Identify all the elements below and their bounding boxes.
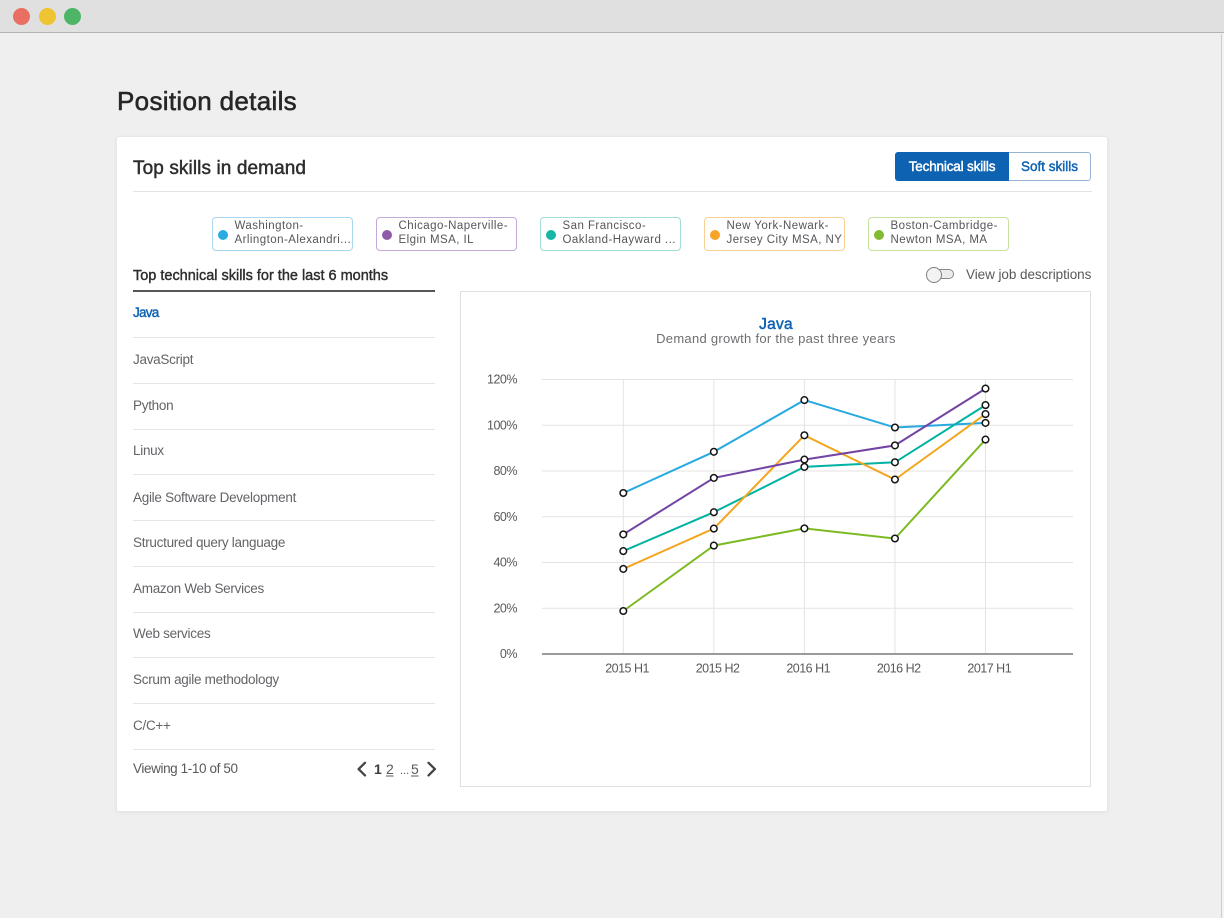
svg-text:0%: 0%: [500, 647, 517, 661]
svg-text:2017 H1: 2017 H1: [967, 662, 1011, 676]
svg-text:20%: 20%: [493, 601, 517, 615]
svg-text:100%: 100%: [487, 418, 517, 432]
svg-text:80%: 80%: [493, 464, 517, 478]
svg-text:2015 H2: 2015 H2: [696, 662, 740, 676]
svg-text:Demand growth for the past thr: Demand growth for the past three years: [656, 331, 896, 346]
svg-text:2016 H2: 2016 H2: [877, 662, 921, 676]
svg-text:60%: 60%: [493, 510, 517, 524]
svg-text:2: 2: [386, 761, 394, 777]
svg-text:5: 5: [411, 761, 419, 777]
svg-text:40%: 40%: [493, 556, 517, 570]
svg-text:120%: 120%: [487, 373, 517, 387]
svg-text:Java: Java: [759, 316, 793, 333]
svg-text:2015 H1: 2015 H1: [605, 662, 649, 676]
svg-text:2016 H1: 2016 H1: [786, 662, 830, 676]
svg-text:...: ...: [400, 765, 409, 777]
svg-text:1: 1: [374, 761, 382, 777]
